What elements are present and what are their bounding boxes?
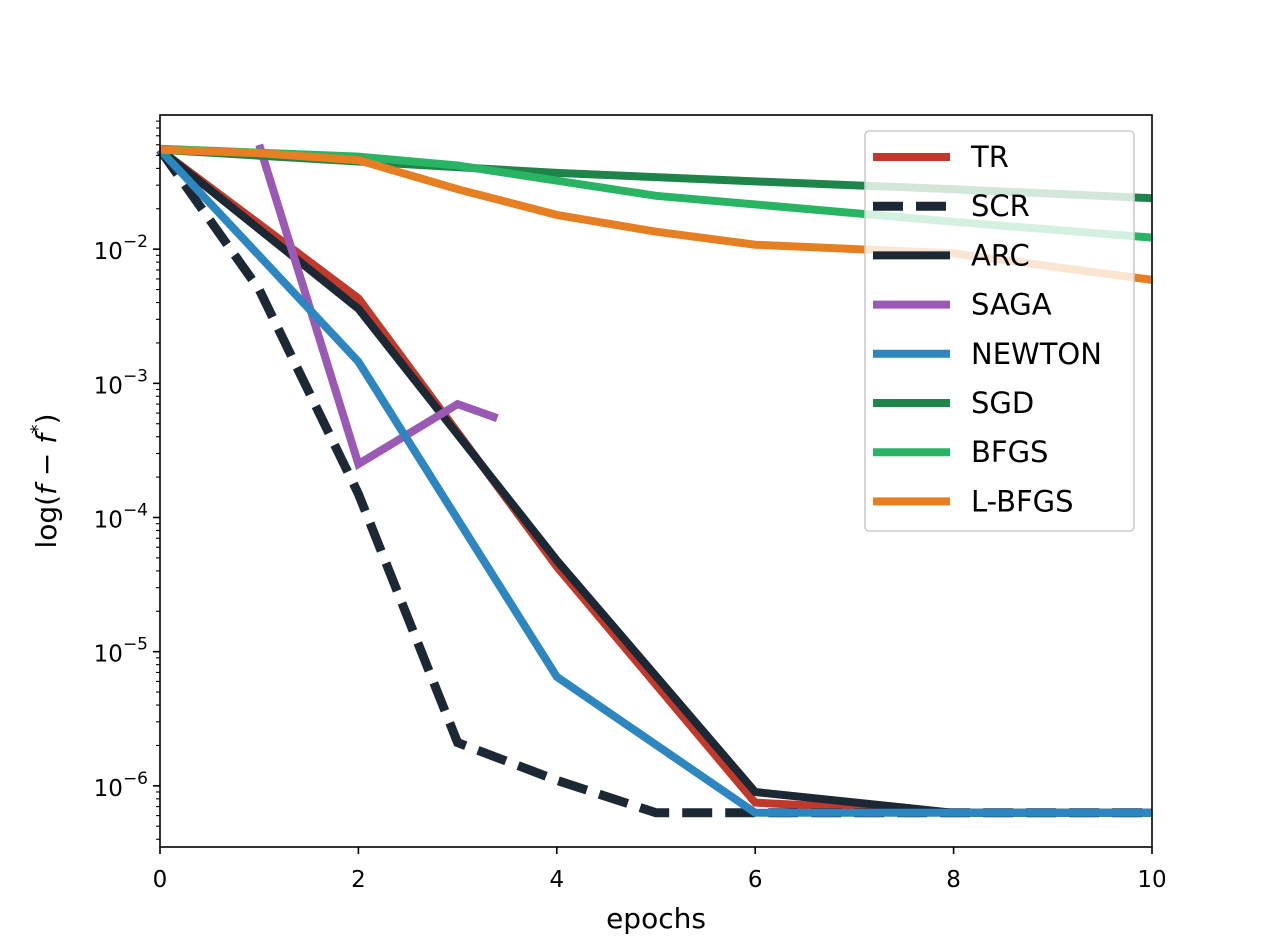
x-tick-label: 0	[153, 867, 168, 893]
x-tick-label: 6	[748, 867, 763, 893]
legend-label: L-BFGS	[971, 484, 1074, 518]
legend-label: SGD	[971, 386, 1034, 420]
x-tick-label: 8	[946, 867, 961, 893]
legend-label: NEWTON	[971, 337, 1102, 371]
legend-label: ARC	[971, 238, 1030, 272]
x-tick-label: 2	[351, 867, 366, 893]
legend: TR SCR ARC SAGA NEWTON SGD BFGS L-BFGS	[864, 130, 1135, 532]
legend-label: TR	[970, 140, 1009, 174]
x-axis-ticks: 0 2 4 6 8 10	[153, 847, 1167, 893]
x-tick-label: 10	[1137, 867, 1166, 893]
plot-frame	[159, 114, 1153, 848]
x-axis-label: epochs	[606, 902, 706, 935]
y-tick-label: 10−5	[94, 635, 148, 668]
y-tick-label: 10−3	[94, 366, 148, 399]
legend-label: SAGA	[971, 288, 1052, 322]
y-tick-label: 10−6	[94, 769, 148, 802]
series-line-newton	[157, 147, 1152, 817]
y-tick-label: 10−4	[94, 500, 148, 533]
x-tick-label: 4	[549, 867, 564, 893]
y-tick-label: 10−2	[94, 232, 148, 265]
legend-label: BFGS	[971, 435, 1048, 469]
y-minor-ticks	[156, 120, 160, 840]
legend-label: SCR	[971, 189, 1030, 223]
y-axis-ticks: 10−2 10−3 10−4 10−5 10−6	[94, 232, 160, 802]
legend-box	[864, 130, 1135, 532]
